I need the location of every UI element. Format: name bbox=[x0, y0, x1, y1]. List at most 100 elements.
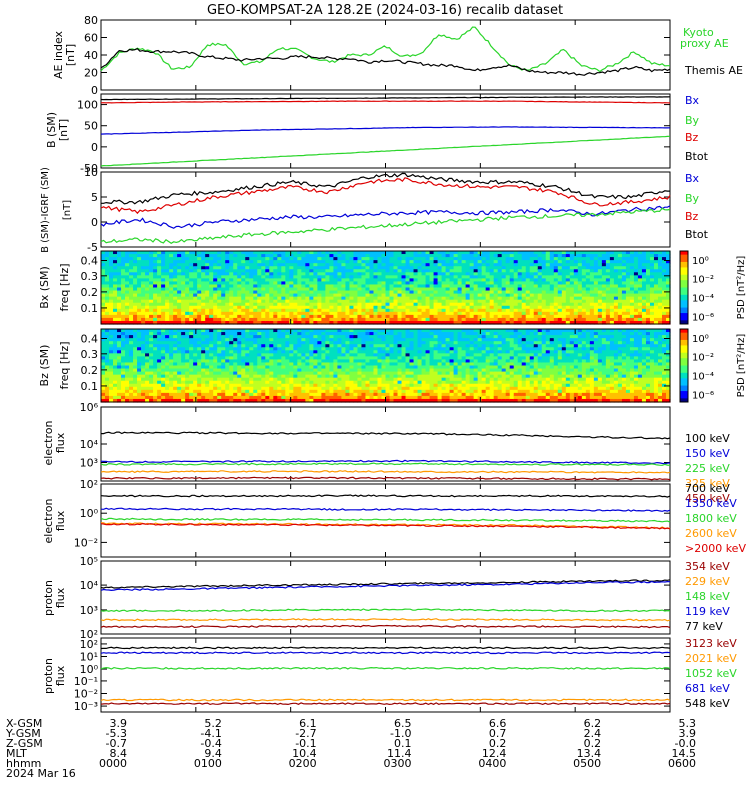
orbit-cell: 0300 bbox=[384, 757, 412, 770]
proton-flux-low-series-line bbox=[101, 580, 670, 588]
proton-flux-high-series-line bbox=[101, 652, 670, 653]
ae-panel bbox=[101, 20, 670, 90]
b-sm-series-line bbox=[101, 127, 670, 134]
colorbar-tick-label: 10⁰ bbox=[692, 334, 709, 345]
legend-proton-flux-high-2: 1052 keV bbox=[685, 667, 737, 680]
y-tick-label: 10⁻² bbox=[74, 688, 98, 701]
y-tick-label: 10⁵ bbox=[80, 555, 98, 568]
legend-electron-flux-high-0: 700 keV bbox=[685, 482, 730, 495]
svg-text:freq [Hz]: freq [Hz] bbox=[58, 263, 71, 311]
electron-flux-high-series-line bbox=[101, 495, 670, 497]
legend-bx: Bx bbox=[685, 94, 700, 107]
b-sm-panel bbox=[101, 94, 670, 168]
y-tick-label: 10¹ bbox=[80, 651, 98, 664]
y-tick-label: 10⁻¹ bbox=[74, 675, 98, 688]
legend-bz: Bz bbox=[685, 131, 699, 144]
proton-flux-low-series-line bbox=[101, 609, 670, 612]
y-tick-label: -5 bbox=[87, 241, 98, 254]
ae-series-line bbox=[101, 27, 670, 72]
y-axis-label: freq [Hz] bbox=[58, 263, 71, 311]
electron-flux-low-panel bbox=[101, 407, 670, 481]
colorbar-tick-label: 10⁻⁶ bbox=[692, 391, 714, 402]
proton-flux-high-panel bbox=[101, 638, 670, 712]
y-tick-label: 60 bbox=[84, 32, 98, 45]
legend-by: By bbox=[685, 114, 700, 127]
y-tick-label: 0.2 bbox=[81, 364, 99, 377]
legend-proton-flux-high-1: 2021 keV bbox=[685, 652, 737, 665]
y-tick-label: 80 bbox=[84, 14, 98, 27]
colorbar-tick-label: 10⁻⁶ bbox=[692, 313, 714, 324]
colorbar-label: PSD [nT²/Hz] bbox=[736, 334, 747, 398]
y-tick-label: 10⁰ bbox=[80, 507, 99, 520]
proton-flux-low-series-line bbox=[101, 626, 670, 628]
colorbar-tick-label: 10⁰ bbox=[692, 256, 709, 267]
legend-by: By bbox=[685, 192, 700, 205]
svg-text:B (SM)[nT]: B (SM)[nT] bbox=[45, 112, 70, 148]
orbit-cell: 0400 bbox=[478, 757, 506, 770]
colorbar-tick-label: 10⁻² bbox=[692, 353, 714, 364]
b-igrf-series-line bbox=[101, 173, 670, 203]
svg-text:[nT]: [nT] bbox=[62, 200, 73, 220]
legend-electron-flux-high-2: 1800 keV bbox=[685, 512, 737, 525]
electron-flux-high-series-line bbox=[101, 518, 670, 522]
legend-bx: Bx bbox=[685, 172, 700, 185]
y-tick-label: 0.4 bbox=[81, 254, 99, 267]
y-tick-label: 0 bbox=[91, 84, 98, 97]
legend-electron-flux-low-1: 150 keV bbox=[685, 447, 730, 460]
bz-psd-colorbar bbox=[680, 329, 688, 403]
b-sm-series-line bbox=[101, 101, 670, 103]
electron-flux-low-series-line bbox=[101, 471, 670, 473]
legend-proton-flux-low-0: 354 keV bbox=[685, 560, 730, 573]
legend-proton-flux-low-4: 77 keV bbox=[685, 620, 723, 633]
y-tick-label: 10⁴ bbox=[80, 438, 99, 451]
bx-psd-colorbar bbox=[680, 251, 688, 325]
orbit-cell: 0200 bbox=[289, 757, 317, 770]
y-tick-label: 10² bbox=[80, 638, 98, 651]
y-tick-label: 10³ bbox=[80, 457, 98, 470]
y-axis-label-unit: [nT] bbox=[62, 200, 73, 220]
b-igrf-series-line bbox=[101, 206, 670, 228]
y-tick-label: 50 bbox=[84, 120, 98, 133]
y-tick-label: 100 bbox=[77, 99, 98, 112]
y-tick-label: 0.3 bbox=[81, 270, 99, 283]
legend-proton-flux-high-3: 681 keV bbox=[685, 682, 730, 695]
colorbar-tick-label: 10⁻² bbox=[692, 275, 714, 286]
y-tick-label: 10² bbox=[80, 478, 98, 491]
b-igrf-panel bbox=[101, 172, 670, 247]
electron-flux-high-series-line bbox=[101, 508, 670, 511]
orbit-cell: 0100 bbox=[194, 757, 222, 770]
proton-flux-high-series-line bbox=[101, 699, 670, 701]
legend-electron-flux-low-2: 225 keV bbox=[685, 462, 730, 475]
y-axis-label: protonflux bbox=[42, 658, 67, 694]
y-axis-label: Bx (SM) bbox=[38, 266, 51, 309]
bz-psd-cells bbox=[101, 329, 671, 403]
page-title: GEO-KOMPSAT-2A 128.2E (2024-03-16) recal… bbox=[207, 3, 563, 18]
y-tick-label: 10⁴ bbox=[80, 579, 99, 592]
svg-text:PSD [nT²/Hz]: PSD [nT²/Hz] bbox=[736, 256, 747, 320]
bx-psd-cells bbox=[101, 251, 671, 325]
y-tick-label: 0.2 bbox=[81, 286, 99, 299]
colorbar-tick-label: 10⁻⁴ bbox=[692, 372, 714, 383]
legend-proton-flux-high-0: 3123 keV bbox=[685, 637, 737, 650]
y-tick-label: 0.3 bbox=[81, 348, 99, 361]
y-tick-label: 0.1 bbox=[81, 380, 99, 393]
legend-proton-flux-low-3: 119 keV bbox=[685, 605, 730, 618]
y-tick-label: 10⁶ bbox=[80, 401, 99, 414]
y-tick-label: 10⁻³ bbox=[74, 700, 98, 713]
y-axis-label: Bz (SM) bbox=[38, 345, 51, 387]
orbit-cell: 0000 bbox=[99, 757, 127, 770]
legend-proton-flux-high-4: 548 keV bbox=[685, 697, 730, 710]
proton-flux-low-series-line bbox=[101, 619, 670, 621]
orbit-cell: 0600 bbox=[668, 757, 696, 770]
legend-bz: Bz bbox=[685, 210, 699, 223]
y-axis-label: electronflux bbox=[42, 499, 67, 544]
proton-flux-high-series-line bbox=[101, 703, 670, 705]
y-tick-label: 0.4 bbox=[81, 332, 99, 345]
legend-proton-flux-low-1: 229 keV bbox=[685, 575, 730, 588]
legend-electron-flux-high-4: >2000 keV bbox=[685, 542, 746, 555]
legend-btot: Btot bbox=[685, 150, 709, 163]
electron-flux-low-series-line bbox=[101, 460, 670, 463]
y-tick-label: 10 bbox=[84, 166, 98, 179]
y-tick-label: 5 bbox=[91, 191, 98, 204]
